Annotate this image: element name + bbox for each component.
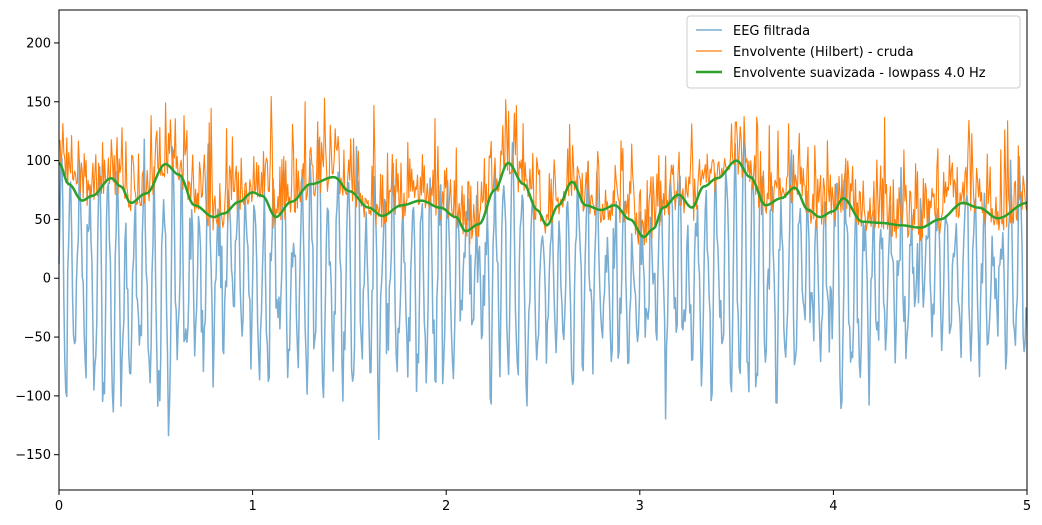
- y-tick-label: −100: [15, 389, 51, 404]
- y-tick-label: 200: [26, 36, 51, 51]
- y-tick-label: −150: [15, 448, 51, 463]
- x-axis: 0 1 2 3 4 5: [55, 490, 1031, 514]
- y-tick-label: 0: [43, 272, 51, 287]
- plot-frame: [58, 9, 1028, 491]
- y-axis: −150 −100 −50 0 50 100 150 200: [15, 36, 59, 463]
- series-layer: [58, 96, 1028, 441]
- x-tick-label: 0: [55, 499, 63, 514]
- legend-box: [686, 15, 1021, 89]
- legend: EEG filtrada Envolvente (Hilbert) - crud…: [686, 15, 1021, 89]
- y-tick-label: 150: [26, 95, 51, 110]
- y-tick-label: 100: [26, 154, 51, 169]
- y-tick-label: −50: [24, 331, 51, 346]
- x-tick-label: 4: [829, 499, 837, 514]
- y-tick-label: 50: [34, 213, 51, 228]
- x-tick-label: 2: [442, 499, 450, 514]
- x-tick-label: 3: [636, 499, 644, 514]
- x-tick-label: 5: [1023, 499, 1031, 514]
- legend-label-raw-envelope: Envolvente (Hilbert) - cruda: [733, 45, 914, 60]
- series-envolvente-suavizada: [58, 159, 1028, 239]
- x-tick-label: 1: [248, 499, 256, 514]
- legend-label-eeg: EEG filtrada: [733, 24, 810, 39]
- series-eeg-filtrada: [58, 138, 1028, 441]
- legend-label-smoothed-envelope: Envolvente suavizada - lowpass 4.0 Hz: [733, 66, 986, 81]
